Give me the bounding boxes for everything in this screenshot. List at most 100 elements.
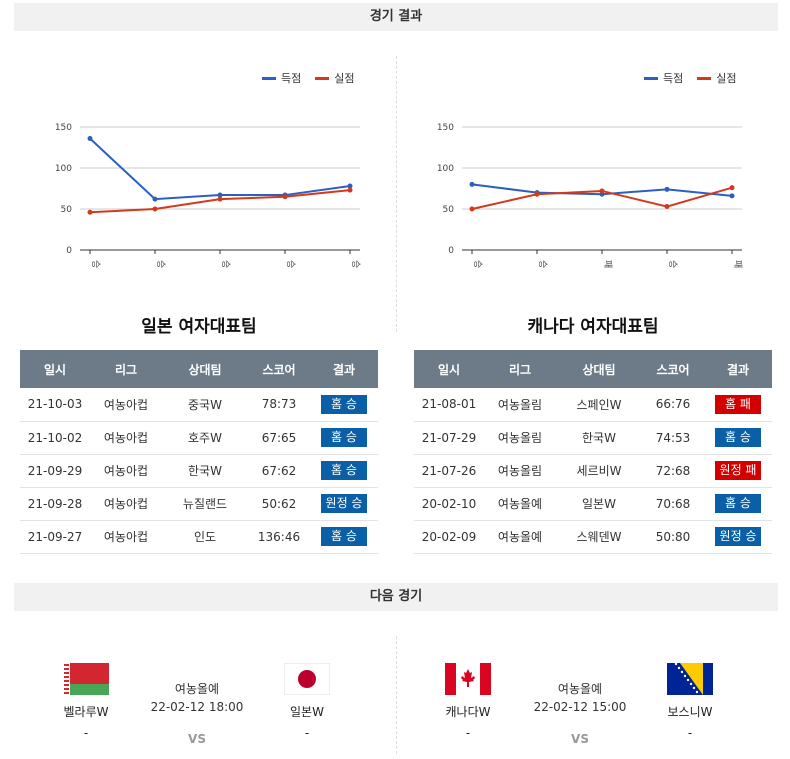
table-header-row: 일시 리그 상대팀 스코어 결과 [20,350,378,388]
col-score-header: 스코어 [248,350,310,388]
result-badge: 원정 패 [715,461,761,480]
col-date-header: 일시 [20,350,90,388]
cell-league: 여농아컵 [90,487,162,521]
data-point[interactable] [469,181,475,187]
data-point[interactable] [534,191,540,197]
cell-opponent: 스페인W [556,388,642,422]
away-team-name: 보스니W [667,705,713,719]
data-point[interactable] [664,186,670,192]
y-tick-label: 100 [437,164,454,174]
table-row: 21-09-27 여농아컵 인도 136:46 홈 승 [20,520,378,554]
col-opponent-header: 상대팀 [162,350,248,388]
x-tick-label: 패 [602,260,613,268]
next-match-section-header: 다음 경기 [14,583,778,611]
table-header-row: 일시 리그 상대팀 스코어 결과 [414,350,772,388]
charts-divider [396,56,397,332]
col-opponent-header: 상대팀 [556,350,642,388]
cell-date: 21-09-29 [20,454,90,488]
cell-score: 74:53 [642,421,704,455]
x-tick-label: 승 [285,260,296,268]
data-point[interactable] [664,204,670,210]
canada-team-title: 캐나다 여자대표팀 [527,317,659,337]
x-tick-label: 승 [472,260,483,268]
chart-legend-left: 득점 실점 [262,70,355,86]
y-tick-label: 150 [55,123,72,133]
cell-league: 여농올림 [484,454,556,488]
away-team-sub: - [304,726,310,740]
cell-league: 여농올예 [484,520,556,554]
home-team-belarus[interactable]: 벨라루W - [41,663,131,740]
data-point[interactable] [599,188,605,194]
col-score-header: 스코어 [642,350,704,388]
x-tick-label: 승 [155,260,166,268]
cell-league: 여농올림 [484,388,556,422]
home-team-sub: - [465,726,471,740]
data-point[interactable] [152,196,158,202]
cell-opponent: 인도 [162,520,248,554]
result-badge: 홈 승 [321,527,367,546]
canada-flag-icon [445,663,491,695]
cell-league: 여농아컵 [90,454,162,488]
cell-opponent: 뉴질랜드 [162,487,248,521]
home-team-name: 캐나다W [445,705,491,719]
cell-score: 67:65 [248,421,310,455]
cell-score: 70:68 [642,487,704,521]
x-tick-label: 승 [537,260,548,268]
cell-date: 21-07-29 [414,421,484,455]
cell-result: 홈 승 [310,454,378,488]
data-point[interactable] [347,183,353,189]
away-team-japan[interactable]: 일본W - [262,663,352,740]
chart-legend-right: 득점 실점 [644,70,737,86]
bosnia-flag-icon [667,663,713,695]
cell-date: 21-08-01 [414,388,484,422]
cell-opponent: 호주W [162,421,248,455]
table-row: 21-09-28 여농아컵 뉴질랜드 50:62 원정 승 [20,487,378,521]
cell-result: 원정 승 [310,487,378,521]
belarus-flag-icon [63,663,109,695]
data-point[interactable] [217,196,223,202]
result-badge: 홈 승 [715,428,761,447]
data-point[interactable] [217,192,223,198]
x-tick-label: 승 [350,260,361,268]
data-point[interactable] [282,194,288,200]
japan-results-table: 일시 리그 상대팀 스코어 결과 21-10-03 여농아컵 중국W 78:73 홈 승… [20,350,378,554]
legend-item-scored: 득점 [644,70,683,86]
result-badge: 홈 승 [321,394,367,414]
cell-result: 원정 승 [704,520,772,554]
table-row: 21-09-29 여농아컵 한국W 67:62 홈 승 [20,454,378,488]
data-point[interactable] [152,206,158,212]
home-team-canada[interactable]: 캐나다W - [423,663,513,740]
away-team-bosnia[interactable]: 보스니W - [645,663,735,740]
match-datetime: 22-02-12 18:00 [150,700,244,714]
japan-team-title: 일본 여자대표팀 [141,317,257,337]
col-result-header: 결과 [704,350,772,388]
col-result-header: 결과 [310,350,378,388]
match-info-1: 여농올예 22-02-12 18:00 VS [147,680,247,746]
canada-results-table: 일시 리그 상대팀 스코어 결과 21-08-01 여농올림 스페인W 66:76 홈 … [414,350,772,554]
y-tick-label: 0 [66,246,72,256]
cell-opponent: 한국W [556,421,642,455]
cell-opponent: 일본W [556,487,642,521]
data-point[interactable] [729,193,735,199]
data-point[interactable] [87,209,93,215]
cell-date: 21-07-26 [414,454,484,488]
data-point[interactable] [87,135,93,141]
y-tick-label: 50 [443,205,455,215]
cell-date: 21-09-27 [20,520,90,554]
cell-score: 50:62 [248,487,310,521]
cell-score: 67:62 [248,454,310,488]
data-point[interactable] [469,206,475,212]
vs-label: VS [188,732,206,746]
cell-score: 78:73 [248,388,310,422]
data-point[interactable] [347,187,353,193]
cell-result: 원정 패 [704,454,772,488]
table-row: 21-08-01 여농올림 스페인W 66:76 홈 패 [414,388,772,422]
home-team-sub: - [83,726,89,740]
home-team-name: 벨라루W [63,705,109,719]
cell-opponent: 세르비W [556,454,642,488]
data-point[interactable] [729,185,735,191]
cell-date: 20-02-09 [414,520,484,554]
series-line-scored [89,137,351,201]
x-tick-label: 승 [220,260,231,268]
cell-opponent: 한국W [162,454,248,488]
